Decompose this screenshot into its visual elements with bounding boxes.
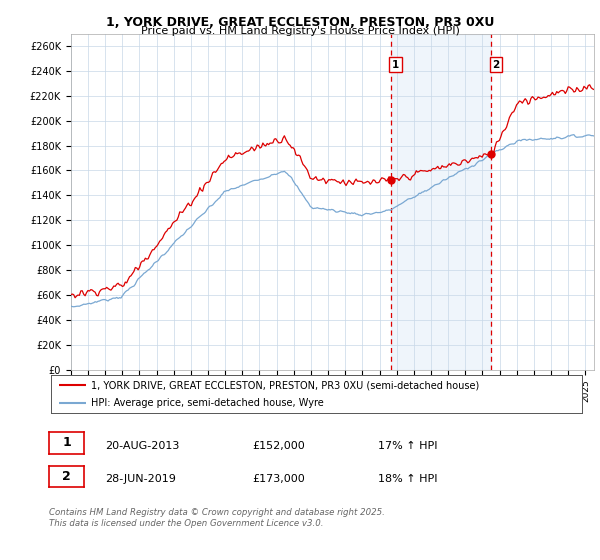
Text: 1, YORK DRIVE, GREAT ECCLESTON, PRESTON, PR3 0XU (semi-detached house): 1, YORK DRIVE, GREAT ECCLESTON, PRESTON,… [91,380,479,390]
Bar [391,34,491,370]
Text: 1: 1 [62,436,71,450]
Text: 2: 2 [493,60,500,69]
Text: Price paid vs. HM Land Registry's House Price Index (HPI): Price paid vs. HM Land Registry's House … [140,26,460,36]
Text: 2: 2 [62,470,71,483]
Text: Contains HM Land Registry data © Crown copyright and database right 2025.
This d: Contains HM Land Registry data © Crown c… [49,508,385,528]
Text: HPI: Average price, semi-detached house, Wyre: HPI: Average price, semi-detached house,… [91,398,323,408]
Text: 1, YORK DRIVE, GREAT ECCLESTON, PRESTON, PR3 0XU: 1, YORK DRIVE, GREAT ECCLESTON, PRESTON,… [106,16,494,29]
Text: £152,000: £152,000 [252,441,305,451]
Text: 28-JUN-2019: 28-JUN-2019 [105,474,176,484]
Text: £173,000: £173,000 [252,474,305,484]
Text: 1: 1 [392,60,400,69]
Text: 20-AUG-2013: 20-AUG-2013 [105,441,179,451]
Text: 18% ↑ HPI: 18% ↑ HPI [378,474,437,484]
Text: 17% ↑ HPI: 17% ↑ HPI [378,441,437,451]
